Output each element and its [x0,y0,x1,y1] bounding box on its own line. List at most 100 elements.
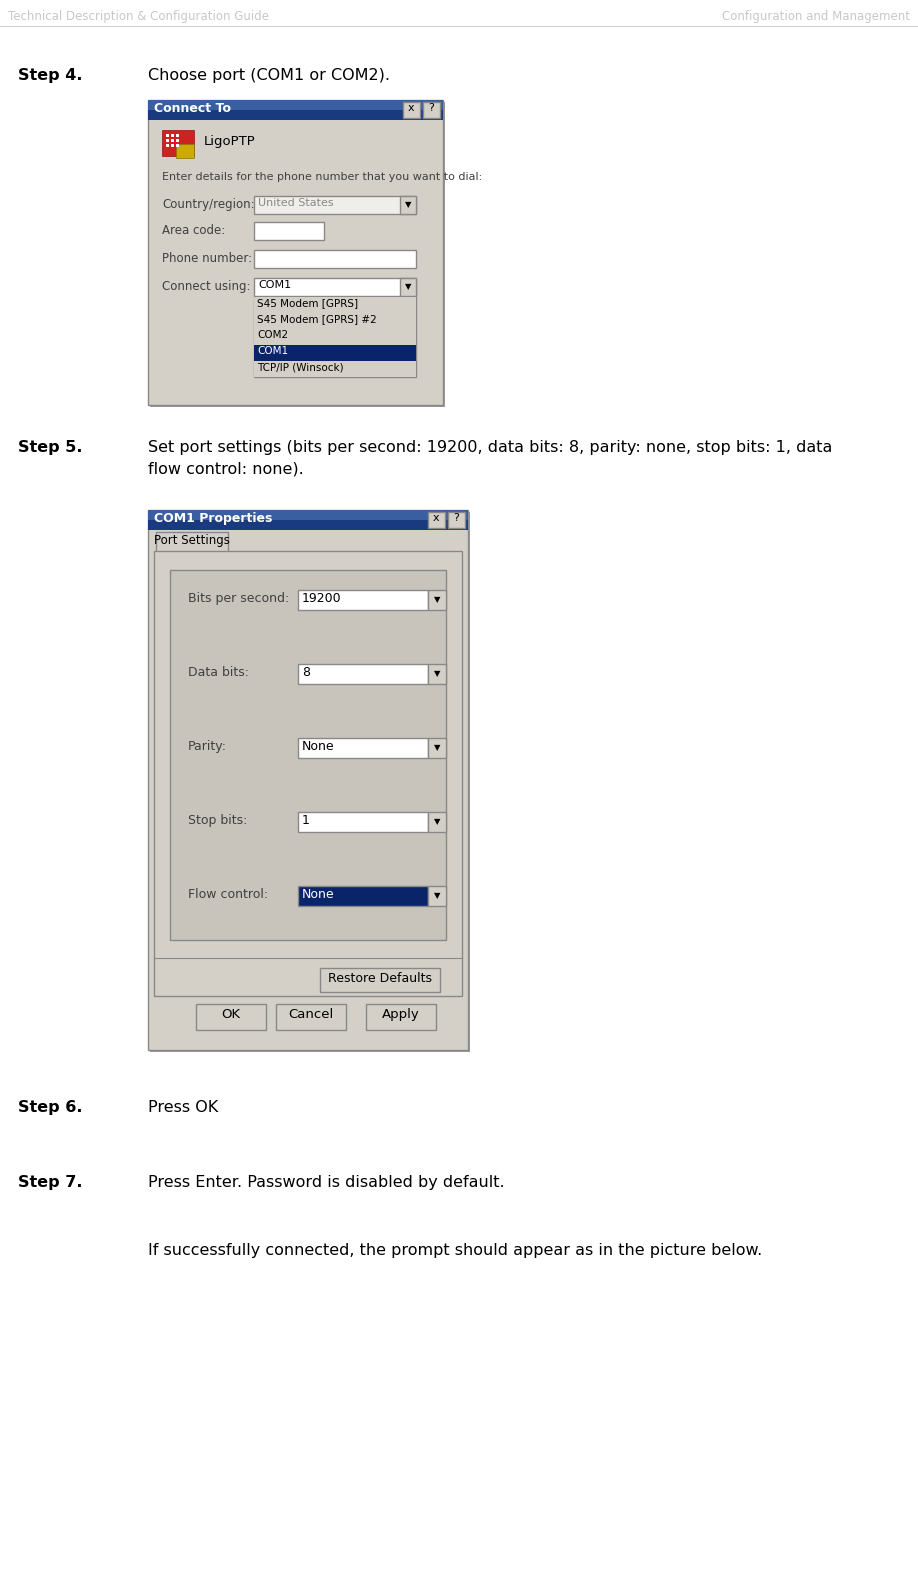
Text: ▼: ▼ [405,201,411,210]
Bar [176,144,179,147]
Text: Enter details for the phone number that you want to dial:: Enter details for the phone number that … [162,173,482,182]
Text: Parity:: Parity: [188,741,227,753]
Bar [254,221,324,240]
Bar [400,196,416,213]
Text: ▼: ▼ [433,891,441,901]
Text: OK: OK [221,1007,241,1021]
Text: Apply: Apply [382,1007,420,1021]
Bar [428,590,446,610]
Bar [176,140,179,143]
Bar [298,813,428,832]
Text: ?: ? [428,104,434,113]
Text: Press Enter. Password is disabled by default.: Press Enter. Password is disabled by def… [148,1175,505,1189]
Text: 8: 8 [302,665,310,679]
Bar [254,345,416,361]
Text: Technical Description & Configuration Guide: Technical Description & Configuration Gu… [8,9,269,24]
Text: Restore Defaults: Restore Defaults [328,973,432,985]
Text: x: x [432,513,440,522]
Bar [171,144,174,147]
Bar [166,140,169,143]
Text: Area code:: Area code: [162,224,225,237]
Bar [170,570,446,940]
Text: COM1: COM1 [257,347,288,356]
Bar [171,133,174,137]
Bar [298,590,428,610]
Text: 1: 1 [302,814,310,827]
Bar [254,361,416,377]
Text: Choose port (COM1 or COM2).: Choose port (COM1 or COM2). [148,67,390,83]
Text: COM1 Properties: COM1 Properties [154,511,273,526]
Bar [448,511,465,529]
Bar [148,100,443,119]
Text: Step 7.: Step 7. [18,1175,83,1189]
Text: flow control: none).: flow control: none). [148,461,304,477]
Text: Data bits:: Data bits: [188,665,249,679]
Text: Set port settings (bits per second: 19200, data bits: 8, parity: none, stop bits: Set port settings (bits per second: 1920… [148,439,833,455]
Text: Step 5.: Step 5. [18,439,83,455]
Bar [176,144,194,158]
Bar [254,297,416,312]
Text: Port Settings: Port Settings [154,533,230,548]
Bar [320,968,440,992]
Bar [254,312,416,329]
Text: Country/region:: Country/region: [162,198,254,210]
Bar [298,737,428,758]
Bar [428,813,446,832]
Text: x: x [408,104,414,113]
Text: S45 Modem [GPRS]: S45 Modem [GPRS] [257,298,358,308]
Bar [428,664,446,684]
Text: Step 4.: Step 4. [18,67,83,83]
Text: ▼: ▼ [405,282,411,292]
Text: COM1: COM1 [258,279,291,290]
Bar [254,249,416,268]
Bar [298,664,428,684]
Bar [254,196,416,213]
Text: Connect To: Connect To [154,102,231,115]
Bar [148,100,443,405]
Text: ▼: ▼ [433,670,441,678]
Text: Configuration and Management: Configuration and Management [722,9,910,24]
Text: Cancel: Cancel [288,1007,333,1021]
Bar [276,1004,346,1029]
Text: Step 6.: Step 6. [18,1100,83,1116]
Bar [148,510,468,530]
Bar [166,133,169,137]
Text: Phone number:: Phone number: [162,253,252,265]
Bar [428,511,445,529]
Bar [428,886,446,905]
Bar [254,278,416,297]
Text: None: None [302,741,335,753]
Bar [162,130,194,155]
Text: ▼: ▼ [433,744,441,753]
Text: Bits per second:: Bits per second: [188,592,289,606]
Bar [254,329,416,345]
Bar [176,133,179,137]
Text: Connect using:: Connect using: [162,279,251,293]
Text: Stop bits:: Stop bits: [188,814,247,827]
Text: ▼: ▼ [433,596,441,604]
Bar [298,886,428,905]
Text: Flow control:: Flow control: [188,888,268,901]
Bar [366,1004,436,1029]
Text: LigoPTP: LigoPTP [204,135,256,149]
Text: If successfully connected, the prompt should appear as in the picture below.: If successfully connected, the prompt sh… [148,1243,762,1258]
Bar [254,297,416,377]
Bar [428,737,446,758]
Bar [400,278,416,297]
Text: United States: United States [258,198,333,209]
Bar [148,110,443,119]
Text: 19200: 19200 [302,592,341,606]
Bar [166,144,169,147]
Bar [196,1004,266,1029]
Bar [403,102,420,118]
Bar [150,511,470,1051]
Text: Press OK: Press OK [148,1100,218,1116]
Text: None: None [302,888,335,901]
Bar [171,140,174,143]
Bar [156,532,228,552]
Bar [423,102,440,118]
Bar [154,551,462,996]
Bar [148,519,468,530]
Bar [150,102,445,406]
Bar [148,510,468,1050]
